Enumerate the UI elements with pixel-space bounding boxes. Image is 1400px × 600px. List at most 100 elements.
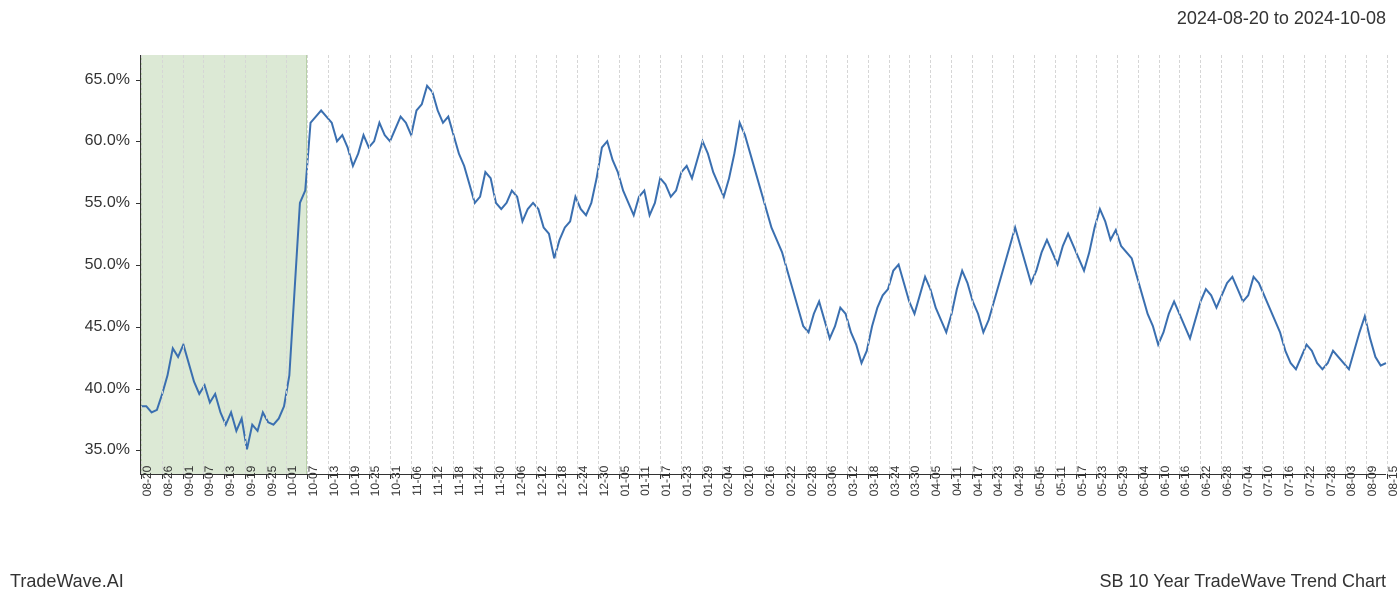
x-tick-label: 04-29 [1012, 466, 1026, 497]
gridline-vertical [1262, 55, 1263, 474]
gridline-vertical [660, 55, 661, 474]
gridline-vertical [702, 55, 703, 474]
x-tick-label: 08-09 [1365, 466, 1379, 497]
gridline-vertical [494, 55, 495, 474]
x-tick-label: 10-07 [306, 466, 320, 497]
x-tick-label: 10-31 [389, 466, 403, 497]
gridline-vertical [369, 55, 370, 474]
x-tick-label: 03-30 [908, 466, 922, 497]
gridline-vertical [577, 55, 578, 474]
x-tick-label: 01-29 [701, 466, 715, 497]
gridline-vertical [307, 55, 308, 474]
x-tick-label: 11-18 [452, 466, 466, 496]
x-axis: 08-2008-2609-0109-0709-1309-1909-2510-01… [140, 475, 1386, 545]
x-tick-label: 10-25 [368, 466, 382, 497]
x-tick-label: 03-06 [825, 466, 839, 497]
x-tick-label: 08-15 [1386, 466, 1400, 497]
x-tick-label: 12-18 [555, 466, 569, 497]
gridline-vertical [432, 55, 433, 474]
x-tick-label: 03-24 [888, 466, 902, 497]
x-tick-label: 09-25 [265, 466, 279, 497]
gridline-vertical [1242, 55, 1243, 474]
y-tick-label: 65.0% [85, 71, 130, 89]
y-axis: 35.0% 40.0% 45.0% 50.0% 55.0% 60.0% 65.0% [70, 55, 138, 475]
x-tick-label: 06-28 [1220, 466, 1234, 497]
x-tick-label: 11-30 [493, 466, 507, 496]
x-tick-label: 11-12 [431, 466, 445, 496]
x-tick-label: 05-17 [1075, 466, 1089, 497]
x-tick-label: 06-16 [1178, 466, 1192, 497]
x-tick-label: 07-22 [1303, 466, 1317, 497]
gridline-vertical [349, 55, 350, 474]
y-tick-label: 45.0% [85, 318, 130, 336]
x-tick-label: 04-23 [991, 466, 1005, 497]
x-tick-label: 03-12 [846, 466, 860, 497]
gridline-vertical [224, 55, 225, 474]
x-tick-label: 12-06 [514, 466, 528, 497]
gridline-vertical [536, 55, 537, 474]
x-tick-label: 01-23 [680, 466, 694, 497]
y-tick-label: 35.0% [85, 441, 130, 459]
gridline-vertical [1055, 55, 1056, 474]
gridline-vertical [203, 55, 204, 474]
gridline-vertical [785, 55, 786, 474]
gridline-vertical [328, 55, 329, 474]
x-tick-label: 10-19 [348, 466, 362, 497]
gridline-vertical [972, 55, 973, 474]
x-tick-label: 01-11 [638, 466, 652, 496]
x-tick-label: 08-03 [1344, 466, 1358, 497]
x-tick-label: 04-17 [971, 466, 985, 497]
x-tick-label: 10-13 [327, 466, 341, 497]
gridline-vertical [1283, 55, 1284, 474]
x-tick-label: 01-17 [659, 466, 673, 497]
gridline-vertical [1034, 55, 1035, 474]
x-tick-label: 09-19 [244, 466, 258, 497]
footer-brand: TradeWave.AI [10, 571, 124, 592]
gridline-vertical [764, 55, 765, 474]
date-range-label: 2024-08-20 to 2024-10-08 [1177, 8, 1386, 29]
gridline-vertical [1179, 55, 1180, 474]
y-tick-label: 50.0% [85, 256, 130, 274]
gridline-vertical [681, 55, 682, 474]
gridline-vertical [930, 55, 931, 474]
gridline-vertical [266, 55, 267, 474]
x-tick-label: 12-12 [535, 466, 549, 497]
gridline-vertical [556, 55, 557, 474]
gridline-vertical [639, 55, 640, 474]
gridline-vertical [245, 55, 246, 474]
x-tick-label: 05-23 [1095, 466, 1109, 497]
gridline-vertical [598, 55, 599, 474]
gridline-vertical [992, 55, 993, 474]
y-tick-label: 55.0% [85, 194, 130, 212]
gridline-vertical [889, 55, 890, 474]
x-tick-label: 05-11 [1054, 466, 1068, 496]
gridline-vertical [515, 55, 516, 474]
gridline-vertical [868, 55, 869, 474]
y-tick-label: 40.0% [85, 380, 130, 398]
x-tick-label: 05-29 [1116, 466, 1130, 497]
x-tick-label: 07-28 [1324, 466, 1338, 497]
gridline-vertical [141, 55, 142, 474]
x-tick-label: 09-01 [182, 466, 196, 497]
x-tick-label: 02-22 [784, 466, 798, 497]
x-tick-label: 06-10 [1158, 466, 1172, 497]
footer-chart-title: SB 10 Year TradeWave Trend Chart [1100, 571, 1387, 592]
gridline-vertical [743, 55, 744, 474]
gridline-vertical [722, 55, 723, 474]
gridline-vertical [1159, 55, 1160, 474]
x-tick-label: 11-06 [410, 466, 424, 496]
x-tick-label: 09-07 [202, 466, 216, 497]
gridline-vertical [1304, 55, 1305, 474]
gridline-vertical [847, 55, 848, 474]
gridline-vertical [619, 55, 620, 474]
x-tick-label: 07-16 [1282, 466, 1296, 497]
gridline-vertical [826, 55, 827, 474]
x-tick-label: 04-05 [929, 466, 943, 497]
gridline-vertical [1117, 55, 1118, 474]
chart-container: 35.0% 40.0% 45.0% 50.0% 55.0% 60.0% 65.0% 08-2… [70, 55, 1386, 545]
x-tick-label: 07-10 [1261, 466, 1275, 497]
gridline-vertical [183, 55, 184, 474]
x-tick-label: 01-05 [618, 466, 632, 497]
x-tick-label: 12-30 [597, 466, 611, 497]
y-tick-label: 60.0% [85, 132, 130, 150]
